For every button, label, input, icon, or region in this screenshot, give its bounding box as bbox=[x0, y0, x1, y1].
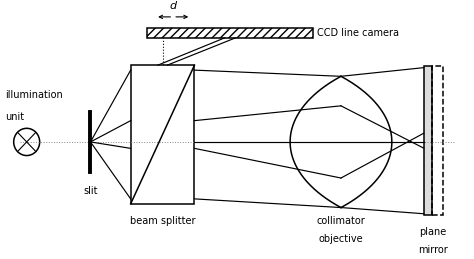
Text: d: d bbox=[170, 1, 177, 11]
Bar bbox=[131, 65, 194, 204]
Bar bbox=[147, 28, 313, 38]
Text: CCD line camera: CCD line camera bbox=[318, 28, 399, 38]
Text: beam splitter: beam splitter bbox=[130, 216, 195, 226]
Text: objective: objective bbox=[319, 234, 363, 243]
Text: plane: plane bbox=[419, 227, 447, 237]
Text: illumination: illumination bbox=[5, 90, 63, 100]
Text: collimator: collimator bbox=[317, 216, 365, 226]
Bar bbox=[432, 66, 443, 215]
Text: mirror: mirror bbox=[418, 245, 448, 255]
Bar bbox=[424, 66, 432, 215]
Text: unit: unit bbox=[5, 112, 25, 122]
Text: slit: slit bbox=[83, 186, 98, 197]
